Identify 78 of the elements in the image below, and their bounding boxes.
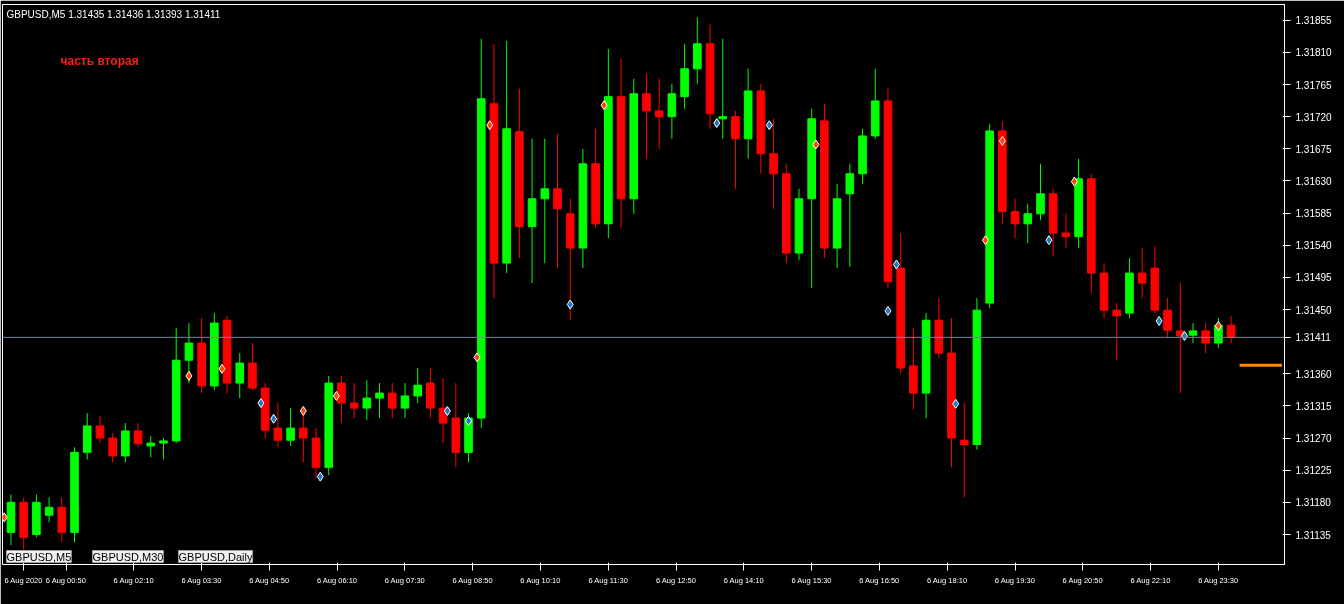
candlestick [286, 407, 295, 447]
candlestick [95, 415, 105, 444]
candlestick [184, 322, 194, 384]
point [1155, 315, 1163, 326]
candlestick [387, 382, 397, 419]
point [981, 235, 989, 246]
point [185, 370, 193, 381]
point [316, 471, 324, 482]
y-tick-label: 1.31720 [1295, 111, 1333, 123]
point [884, 305, 892, 316]
candlestick [44, 496, 54, 523]
candlestick [1036, 163, 1045, 221]
candlestick [959, 402, 969, 498]
candlestick [146, 435, 156, 458]
y-tick-label: 1.31135 [1295, 529, 1332, 541]
y-tick-label: 1.31315 [1295, 400, 1333, 412]
annotation: часть вторая [60, 53, 139, 68]
candlestick [235, 352, 245, 399]
y-tick-label: 1.31540 [1295, 240, 1333, 252]
point [1045, 235, 1053, 246]
candlestick [1163, 297, 1172, 339]
candlestick [349, 382, 359, 419]
candlestick [108, 432, 117, 463]
candlestick [159, 437, 168, 460]
ref-line-label: 1.31411 [1295, 332, 1332, 344]
y-tick-label: 1.31450 [1295, 304, 1333, 316]
y-tick-label: 1.31360 [1295, 368, 1333, 380]
point [257, 398, 265, 409]
y-tick-label: 1.31180 [1295, 497, 1332, 509]
candlestick [1137, 247, 1147, 299]
y-tick-label: 1.31225 [1295, 465, 1333, 477]
candlestick [1226, 315, 1236, 344]
candlestick [1010, 198, 1020, 239]
candlestick [362, 379, 372, 421]
point [952, 398, 960, 409]
point [473, 352, 481, 363]
point [1214, 320, 1222, 331]
point [218, 363, 226, 374]
y-tick-label: 1.31765 [1295, 79, 1333, 91]
point [765, 120, 773, 131]
y-tick-label: 1.31675 [1295, 143, 1333, 155]
point [566, 299, 574, 310]
point [299, 405, 307, 416]
point [892, 259, 900, 270]
point [443, 405, 451, 416]
candlestick [400, 382, 410, 419]
y-tick-label: 1.31585 [1295, 208, 1333, 220]
point [332, 390, 340, 401]
chart-title: GBPUSD,M5 1.31435 1.31436 1.31393 1.31411 [6, 9, 221, 20]
y-tick-label: 1.31270 [1295, 433, 1333, 445]
candlestick [133, 422, 143, 448]
y-tick-label: 1.31810 [1295, 47, 1333, 59]
annotation: GBPUSD,M5 [6, 550, 72, 563]
candlestick [553, 133, 562, 269]
candlestick [375, 382, 384, 419]
point [713, 118, 721, 129]
candlestick [642, 73, 651, 160]
candlestick [540, 138, 550, 264]
candlestick [413, 367, 422, 404]
point [812, 139, 820, 150]
annotation: GBPUSD,Daily [178, 550, 253, 563]
candlestick [654, 78, 664, 150]
point [486, 120, 494, 131]
y-tick-label: 1.31495 [1295, 272, 1333, 284]
point [600, 100, 608, 111]
candlestick [1112, 302, 1122, 361]
candlestick [1061, 213, 1071, 249]
point [998, 135, 1006, 146]
annotation: GBPUSD,M30 [92, 550, 164, 563]
point [465, 415, 473, 426]
y-tick-label: 1.31630 [1295, 175, 1333, 187]
y-tick-label: 1.31855 [1295, 15, 1333, 27]
point [1070, 176, 1078, 187]
candlestick [845, 163, 855, 268]
candlestick [1023, 203, 1033, 244]
point [270, 413, 278, 424]
candlestick [731, 110, 740, 190]
candlestick [667, 83, 677, 140]
